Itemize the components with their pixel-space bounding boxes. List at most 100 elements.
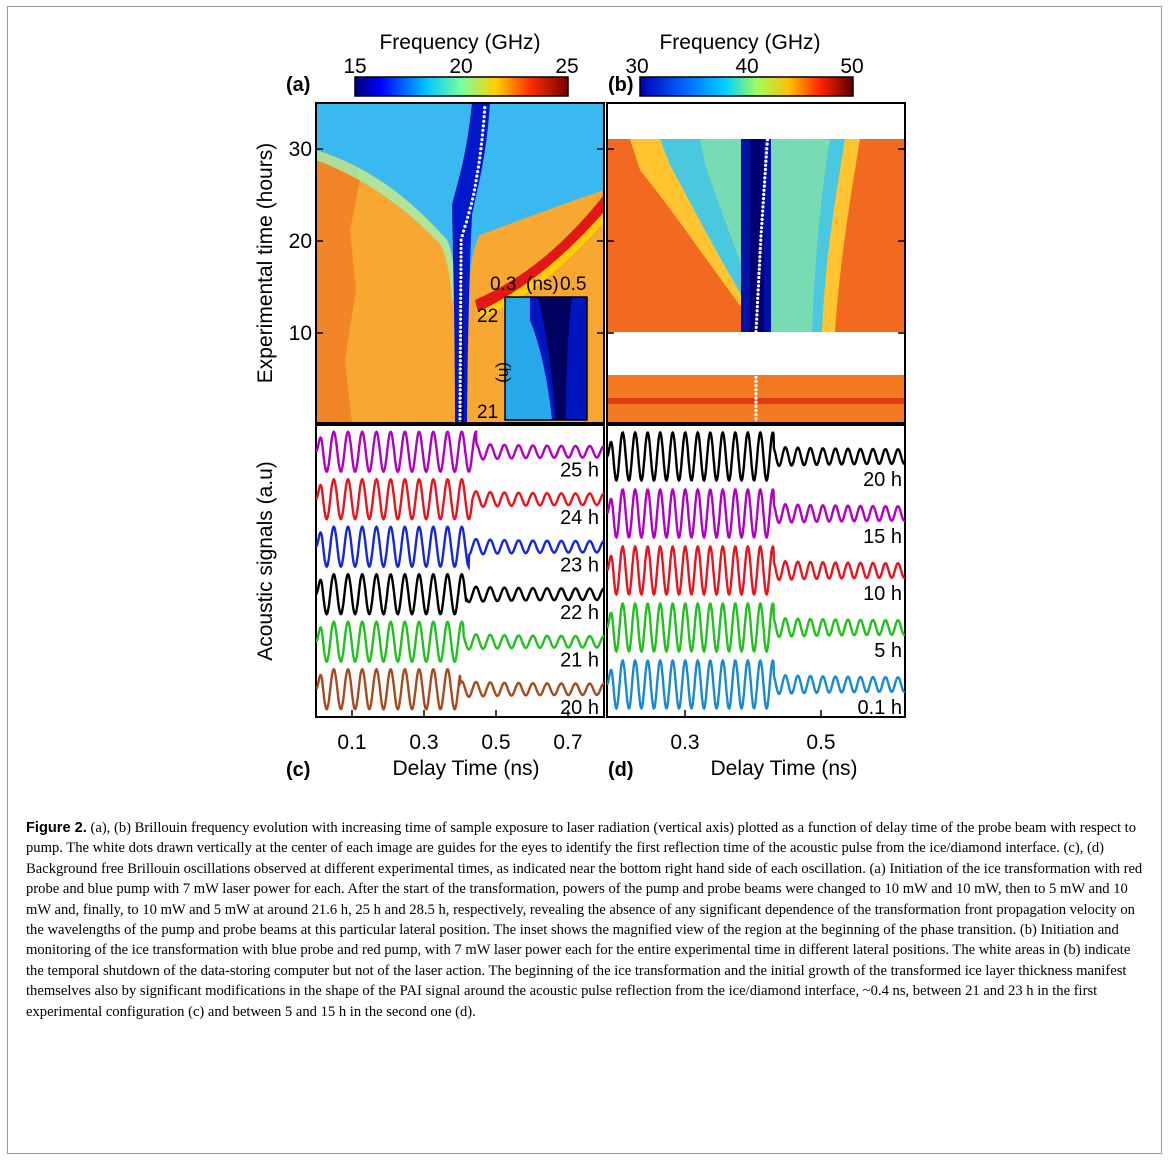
heatmap-b-front-dot bbox=[763, 180, 767, 184]
heatmap-b-front-dot bbox=[757, 280, 761, 284]
panel-label-c: (c) bbox=[286, 759, 310, 781]
heatmap-a-front-dot bbox=[472, 188, 477, 192]
heatmap-b-front-dot bbox=[763, 176, 767, 180]
colorbar-b-tick-30: 30 bbox=[625, 55, 648, 78]
signals-c-trace-label-3: 22 h bbox=[560, 602, 599, 624]
heatmap-a-front-dot bbox=[459, 305, 463, 309]
heatmap-a-front-dot bbox=[459, 296, 463, 300]
heatmap-b-front-dot bbox=[762, 192, 766, 196]
heatmap-a-front-dot bbox=[458, 334, 463, 338]
heatmap-a-front-dot bbox=[482, 115, 486, 119]
heatmap-a-front-dot bbox=[458, 346, 462, 350]
heatmap-a-front-dot bbox=[458, 354, 462, 359]
heatmap-b-yticks bbox=[607, 148, 905, 334]
heatmap-a-front-dot bbox=[459, 255, 463, 259]
heatmap-b-front-dot bbox=[760, 226, 764, 230]
inset-a-ytick-22: 22 bbox=[477, 306, 498, 327]
figure-2: Frequency (GHz) 15 20 25 Frequency (GHz)… bbox=[254, 31, 906, 781]
heatmap-a-front-dot bbox=[458, 392, 462, 396]
signals-d-trace-label-2: 10 h bbox=[863, 583, 902, 605]
heatmap-b-front-dot bbox=[757, 271, 761, 275]
heatmap-b-front-dot bbox=[754, 342, 758, 346]
heatmap-b-front-dot bbox=[754, 371, 758, 375]
heatmap-a-ylabel: Experimental time (hours) bbox=[254, 143, 277, 383]
heatmap-b-front-dot bbox=[759, 242, 763, 246]
signals-d-trace-label-3: 5 h bbox=[874, 640, 902, 662]
colorbar-b-tick-50: 50 bbox=[840, 55, 863, 78]
signals-c-xtick-0.5: 0.5 bbox=[481, 731, 510, 754]
signals-d-labels: 20 h 15 h 10 h 5 h 0.1 h bbox=[858, 469, 902, 719]
heatmap-b-front-dot bbox=[756, 296, 760, 300]
heatmap-a-front-dot bbox=[478, 151, 482, 155]
heatmap-a-front-dot bbox=[459, 251, 463, 255]
signals-c-xtick-0.1: 0.1 bbox=[337, 731, 366, 754]
heatmap-a-front-dot bbox=[480, 133, 484, 137]
heatmap-a-front-dot bbox=[481, 128, 485, 132]
colorbar-b-gradient bbox=[639, 76, 854, 97]
heatmap-a-front-dot bbox=[469, 202, 474, 206]
heatmap-a-front-dot bbox=[472, 192, 476, 196]
heatmap-b-front-dot bbox=[764, 151, 769, 155]
heatmap-a-front-dot bbox=[478, 156, 482, 160]
heatmap-b-front-dot bbox=[755, 309, 759, 313]
heatmap-a-front-dot bbox=[458, 371, 462, 375]
heatmap-a-ytick-10: 10 bbox=[289, 322, 312, 345]
signals-c-trace-label-1: 24 h bbox=[560, 507, 599, 529]
heatmap-a-front-dot bbox=[459, 309, 463, 313]
heatmap-a-front bbox=[475, 195, 604, 312]
heatmap-b-front-dot bbox=[754, 408, 758, 413]
heatmap-a-front-dot bbox=[477, 160, 481, 164]
heatmap-a-front-dot bbox=[458, 342, 463, 346]
heatmap-b-front-dot bbox=[765, 138, 770, 142]
inset-a: 0.3 (ns) 0.5 22 21 (h) bbox=[477, 274, 588, 423]
inset-a-core bbox=[538, 297, 572, 420]
heatmap-a-front-dot bbox=[458, 408, 462, 413]
signals-d-trace-3 bbox=[607, 601, 905, 654]
heatmap-a-front-dot bbox=[459, 242, 463, 246]
signals-c-trace-label-2: 23 h bbox=[560, 555, 599, 577]
heatmap-a-front-dot bbox=[459, 292, 463, 296]
heatmap-a-front-dot bbox=[471, 197, 475, 201]
signals-c-ylabel: Acoustic signals (a.u) bbox=[254, 461, 277, 661]
heatmap-a-front-edge bbox=[478, 212, 604, 318]
signals-c-xlabel: Delay Time (ns) bbox=[392, 757, 539, 780]
heatmap-a-ytick-20: 20 bbox=[289, 230, 312, 253]
heatmap-a-front-dot bbox=[458, 359, 462, 363]
figure-number: Figure 2. bbox=[26, 820, 87, 836]
heatmap-a-front-dot bbox=[459, 280, 463, 284]
heatmap-b-front-dot bbox=[759, 230, 763, 234]
heatmap-a-front-dot bbox=[474, 179, 478, 183]
heatmap-a-cool-edge bbox=[316, 150, 456, 300]
inset-a-ylabel: (h) bbox=[495, 362, 514, 383]
heatmap-a-front-dot bbox=[479, 142, 483, 146]
heatmap-a-dots bbox=[458, 106, 487, 423]
signals-c-trace-0 bbox=[316, 429, 604, 474]
colorbar-a-tick-15: 15 bbox=[343, 55, 366, 78]
heatmap-b-front-dot bbox=[765, 147, 769, 151]
heatmap-b-front-dot bbox=[754, 413, 758, 417]
heatmap-b-front-dot bbox=[763, 172, 767, 176]
heatmap-a-front-dot bbox=[483, 106, 487, 110]
signals-d-trace-4 bbox=[607, 658, 905, 711]
heatmap-a-front-dot bbox=[467, 211, 471, 215]
heatmap-a-front-dot bbox=[458, 388, 462, 392]
heatmap-b-front-dot bbox=[764, 163, 768, 167]
heatmap-b-front-dot bbox=[754, 330, 758, 334]
colorbar-a-tick-25: 25 bbox=[555, 55, 578, 78]
heatmap-a-front-dot bbox=[479, 147, 483, 151]
heatmap-a-front-dot bbox=[476, 165, 480, 169]
heatmap-a-front-dot bbox=[459, 317, 463, 321]
heatmap-b-front-dot bbox=[758, 259, 762, 263]
heatmap-b-front-dot bbox=[756, 284, 761, 288]
signals-c-trace-1 bbox=[316, 477, 604, 521]
signals-c-xticks bbox=[351, 710, 569, 717]
figure-caption: Figure 2. (a), (b) Brillouin frequency e… bbox=[26, 818, 1146, 1022]
heatmap-b-frame bbox=[606, 102, 906, 424]
signals-c-trace-4 bbox=[316, 620, 604, 664]
signals-d-traces bbox=[607, 430, 905, 711]
heatmap-b-front-dot bbox=[758, 246, 762, 251]
heatmap-b-front-dot bbox=[764, 155, 768, 159]
heatmap-a-front-dot bbox=[458, 375, 462, 379]
signals-d-xticks bbox=[684, 710, 822, 717]
panel-label-a: (a) bbox=[286, 74, 310, 96]
